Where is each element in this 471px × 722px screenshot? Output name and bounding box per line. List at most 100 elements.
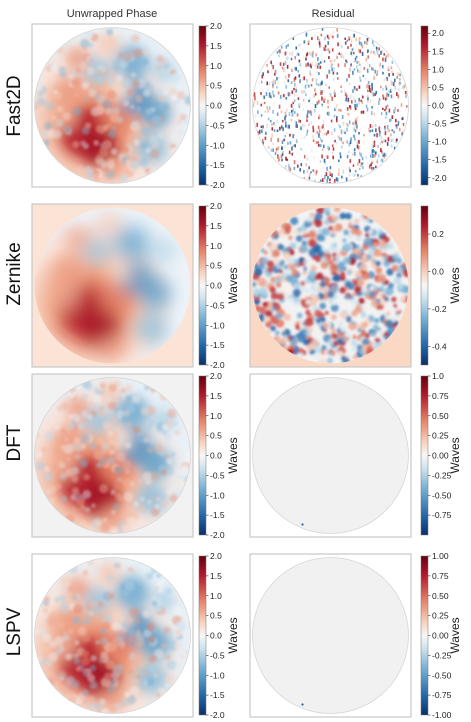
colorbar-tick-label: -0.5	[432, 119, 447, 129]
colorbar-tick-label: -1.5	[432, 155, 447, 165]
colorbar-tick-label: 0.5	[432, 82, 444, 92]
heatmap-field	[252, 27, 409, 184]
panel-dft-phase	[31, 373, 194, 538]
colorbar-tick-label: -1.5	[210, 690, 225, 700]
colorbar-tick-label: -2.0	[210, 710, 225, 720]
colorbar-label: Waves	[448, 267, 462, 303]
row-label-dft: DFT	[4, 424, 25, 461]
colorbar-tick-label: 1.5	[432, 46, 444, 56]
colorbar-tick-label: -0.75	[432, 510, 452, 520]
colorbar-tick-label: -0.5	[210, 650, 225, 660]
heatmap-field	[34, 207, 191, 364]
panel-fast2d-phase	[31, 23, 194, 188]
colorbar-label: Waves	[226, 617, 240, 653]
aperture-outline	[252, 377, 409, 534]
colorbar-scale	[198, 555, 207, 716]
colorbar-label: Waves	[226, 267, 240, 303]
colorbar-tick-label: 0.0	[210, 451, 222, 461]
row-label-fast2d: Fast2D	[4, 75, 25, 136]
colorbar-tick-label: 2.0	[432, 28, 444, 38]
aperture-outline	[34, 377, 191, 534]
colorbar-tick-label: -0.25	[432, 470, 452, 480]
colorbar-tick-label: 2.0	[210, 551, 222, 561]
colorbar-tick-label: 2.0	[210, 21, 222, 31]
column-title-residual: Residual	[312, 8, 355, 20]
heatmap-field	[34, 557, 191, 714]
colorbar-tick-label: 0.0	[432, 101, 444, 111]
colorbar-tick-label: 0.25	[432, 431, 449, 441]
colorbar-tick-label: 1.0	[432, 371, 444, 381]
colorbar-tick-label: 0.00	[432, 451, 449, 461]
colorbar-tick-label: -0.5	[210, 120, 225, 130]
colorbar-tick-label: -2.0	[432, 173, 447, 183]
colorbar-tick-label: 1.00	[432, 551, 449, 561]
colorbar-label: Waves	[226, 437, 240, 473]
colorbar-tick-label: 0.0	[210, 281, 222, 291]
heatmap-field	[252, 207, 409, 364]
colorbar-tick-label: -1.5	[210, 160, 225, 170]
colorbar-label: Waves	[448, 437, 462, 473]
aperture-outline	[34, 557, 191, 714]
colorbar-scale	[198, 25, 207, 186]
heatmap-field	[252, 557, 409, 714]
colorbar-tick-label: -1.5	[210, 510, 225, 520]
panel-lspv-residual	[249, 553, 412, 718]
colorbar-label: Waves	[448, 87, 462, 123]
colorbar-tick-label: -1.0	[210, 490, 225, 500]
colorbar-lspv-residual: 1.00 0.75 0.50 0.25 0.00 -0.25 -0.50 -0.75 -1.00…	[420, 551, 462, 720]
column-title-phase: Unwrapped Phase	[67, 8, 158, 20]
panel-fast2d-residual	[249, 23, 412, 188]
colorbar-tick-label: 0.50	[432, 591, 449, 601]
colorbar-tick-label: 0.0	[210, 631, 222, 641]
colorbar-tick-label: -0.25	[432, 650, 452, 660]
colorbar-tick-label: 1.0	[432, 64, 444, 74]
aperture-outline	[252, 557, 409, 714]
colorbar-tick-label: 1.0	[210, 61, 222, 71]
colorbar-tick-label: -0.4	[432, 341, 447, 351]
colorbar-fast2d-residual: 2.0 1.5 1.0 0.5 0.0 -0.5 -1.0 -1.5 -2.0 Waves	[420, 25, 462, 186]
colorbar-dft-residual: 1.0 0.75 0.50 0.25 0.00 -0.25 -0.50 -0.75 Waves	[420, 371, 462, 536]
colorbar-tick-label: -2.0	[210, 180, 225, 190]
heatmap-field	[34, 27, 191, 184]
colorbar-scale	[420, 375, 429, 536]
colorbar-tick-label: 0.5	[210, 261, 222, 271]
colorbar-tick-label: 1.5	[210, 391, 222, 401]
colorbar-tick-label: -2.0	[210, 360, 225, 370]
colorbar-tick-label: -0.5	[210, 300, 225, 310]
colorbar-tick-label: 0.0	[210, 101, 222, 111]
colorbar-tick-label: 1.5	[210, 41, 222, 51]
colorbar-tick-label: -0.75	[432, 690, 452, 700]
heatmap-field	[252, 377, 409, 534]
colorbar-scale	[420, 25, 429, 186]
aperture-outline	[252, 27, 409, 184]
row-label-zernike: Zernike	[4, 242, 25, 305]
colorbar-scale	[420, 555, 429, 716]
colorbar-tick-label: -1.0	[432, 137, 447, 147]
colorbar-tick-label: 0.25	[432, 611, 449, 621]
aperture-outline	[34, 27, 191, 184]
colorbar-tick-label: 0.75	[432, 571, 449, 581]
colorbar-tick-label: 2.0	[210, 371, 222, 381]
colorbar-label: Waves	[226, 87, 240, 123]
colorbar-tick-label: 0.5	[210, 611, 222, 621]
colorbar-tick-label: 0.50	[432, 411, 449, 421]
colorbar-scale	[198, 375, 207, 536]
colorbar-dft-phase: 2.0 1.5 1.0 0.5 0.0 -0.5 -1.0 -1.5 -2.0 Waves	[198, 371, 240, 540]
panel-dft-residual	[249, 373, 412, 538]
colorbar-lspv-phase: 2.0 1.5 1.0 0.5 0.0 -0.5 -1.0 -1.5 -2.0 Waves	[198, 551, 240, 720]
colorbar-tick-label: -1.0	[210, 320, 225, 330]
colorbar-tick-label: 0.5	[210, 431, 222, 441]
colorbar-tick-label: -1.0	[210, 140, 225, 150]
colorbar-label: Waves	[448, 617, 462, 653]
colorbar-tick-label: -1.5	[210, 340, 225, 350]
heatmap-field	[34, 377, 191, 534]
colorbar-tick-label: -0.50	[432, 670, 452, 680]
colorbar-tick-label: 0.5	[210, 81, 222, 91]
panel-zernike-phase	[31, 203, 194, 368]
colorbar-tick-label: 0.75	[432, 391, 449, 401]
colorbar-tick-label: -0.50	[432, 490, 452, 500]
colorbar-scale	[420, 205, 429, 366]
colorbar-tick-label: 0.00	[432, 631, 449, 641]
colorbar-tick-label: 1.5	[210, 221, 222, 231]
panel-zernike-residual	[249, 203, 412, 368]
